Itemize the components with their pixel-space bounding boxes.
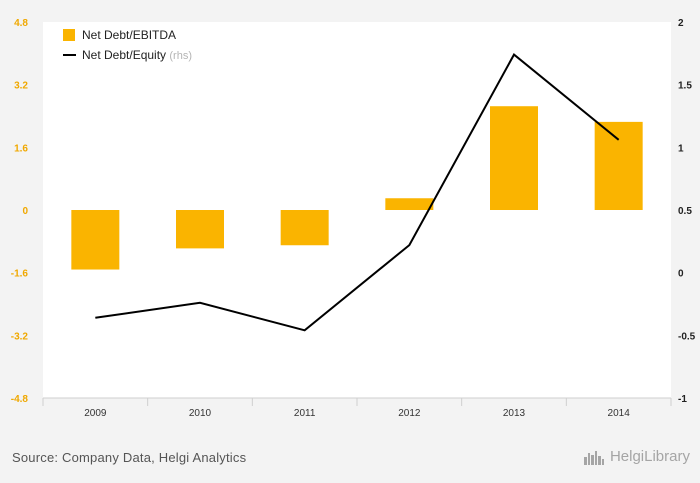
legend-label-net-debt-ebitda: Net Debt/EBITDA (82, 28, 176, 42)
brand-name: HelgiLibrary (609, 448, 690, 465)
x-tick-label-2010: 2010 (189, 408, 212, 419)
y-left-tick-label: -4.8 (11, 394, 29, 405)
bar-2011 (280, 210, 329, 246)
city-skyline-icon (583, 450, 604, 465)
x-axis-labels: 2009 2010 2011 2012 2013 2014 (84, 408, 630, 419)
x-tick-label-2009: 2009 (84, 408, 107, 419)
x-tick-label-2013: 2013 (503, 408, 526, 419)
legend-label-net-debt-equity: Net Debt/Equity (rhs) (82, 48, 192, 62)
bar-2014 (594, 121, 643, 210)
y-right-tick-label: 0 (678, 269, 684, 280)
y-left-tick-label: -1.6 (11, 269, 29, 280)
y-axis-left: 4.8 3.2 1.6 0 -1.6 -3.2 -4.8 (11, 18, 29, 405)
y-left-tick-label: 0 (22, 206, 28, 217)
y-left-tick-label: 4.8 (14, 18, 28, 29)
brand-logo: HelgiLibrary (583, 448, 690, 465)
bar-2013 (490, 106, 538, 210)
bar-2010 (176, 210, 224, 249)
x-tick-label-2014: 2014 (608, 408, 631, 419)
legend-swatch-net-debt-ebitda (63, 29, 75, 41)
y-left-tick-label: 1.6 (14, 143, 28, 154)
plot-area (43, 22, 671, 398)
y-right-tick-label: 2 (678, 18, 684, 29)
y-left-tick-label: 3.2 (14, 81, 28, 92)
y-axis-right: 2 1.5 1 0.5 0 -0.5 -1 (678, 18, 696, 405)
y-right-tick-label: -0.5 (678, 331, 696, 342)
y-left-tick-label: -3.2 (11, 331, 29, 342)
x-tick-label-2011: 2011 (294, 408, 316, 419)
bar-2012 (385, 198, 434, 210)
bar-2009 (71, 210, 120, 270)
y-right-tick-label: -1 (678, 394, 687, 405)
x-tick-label-2012: 2012 (398, 408, 421, 419)
line-series (95, 53, 620, 332)
bar-series (71, 106, 643, 270)
legend-rhs-note: (rhs) (169, 50, 192, 62)
source-note: Source: Company Data, Helgi Analytics (12, 450, 247, 465)
y-right-tick-label: 0.5 (678, 206, 692, 217)
chart: 4.8 3.2 1.6 0 -1.6 -3.2 -4.8 2 1.5 1 0.5 0 -0.5 -1 2… (11, 18, 696, 419)
legend: Net Debt/EBITDA Net Debt/Equity (rhs) (63, 28, 192, 62)
y-right-tick-label: 1 (678, 143, 684, 154)
net-debt-equity-line (95, 53, 620, 332)
y-right-tick-label: 1.5 (678, 81, 692, 92)
x-axis-ticks (42, 398, 672, 406)
